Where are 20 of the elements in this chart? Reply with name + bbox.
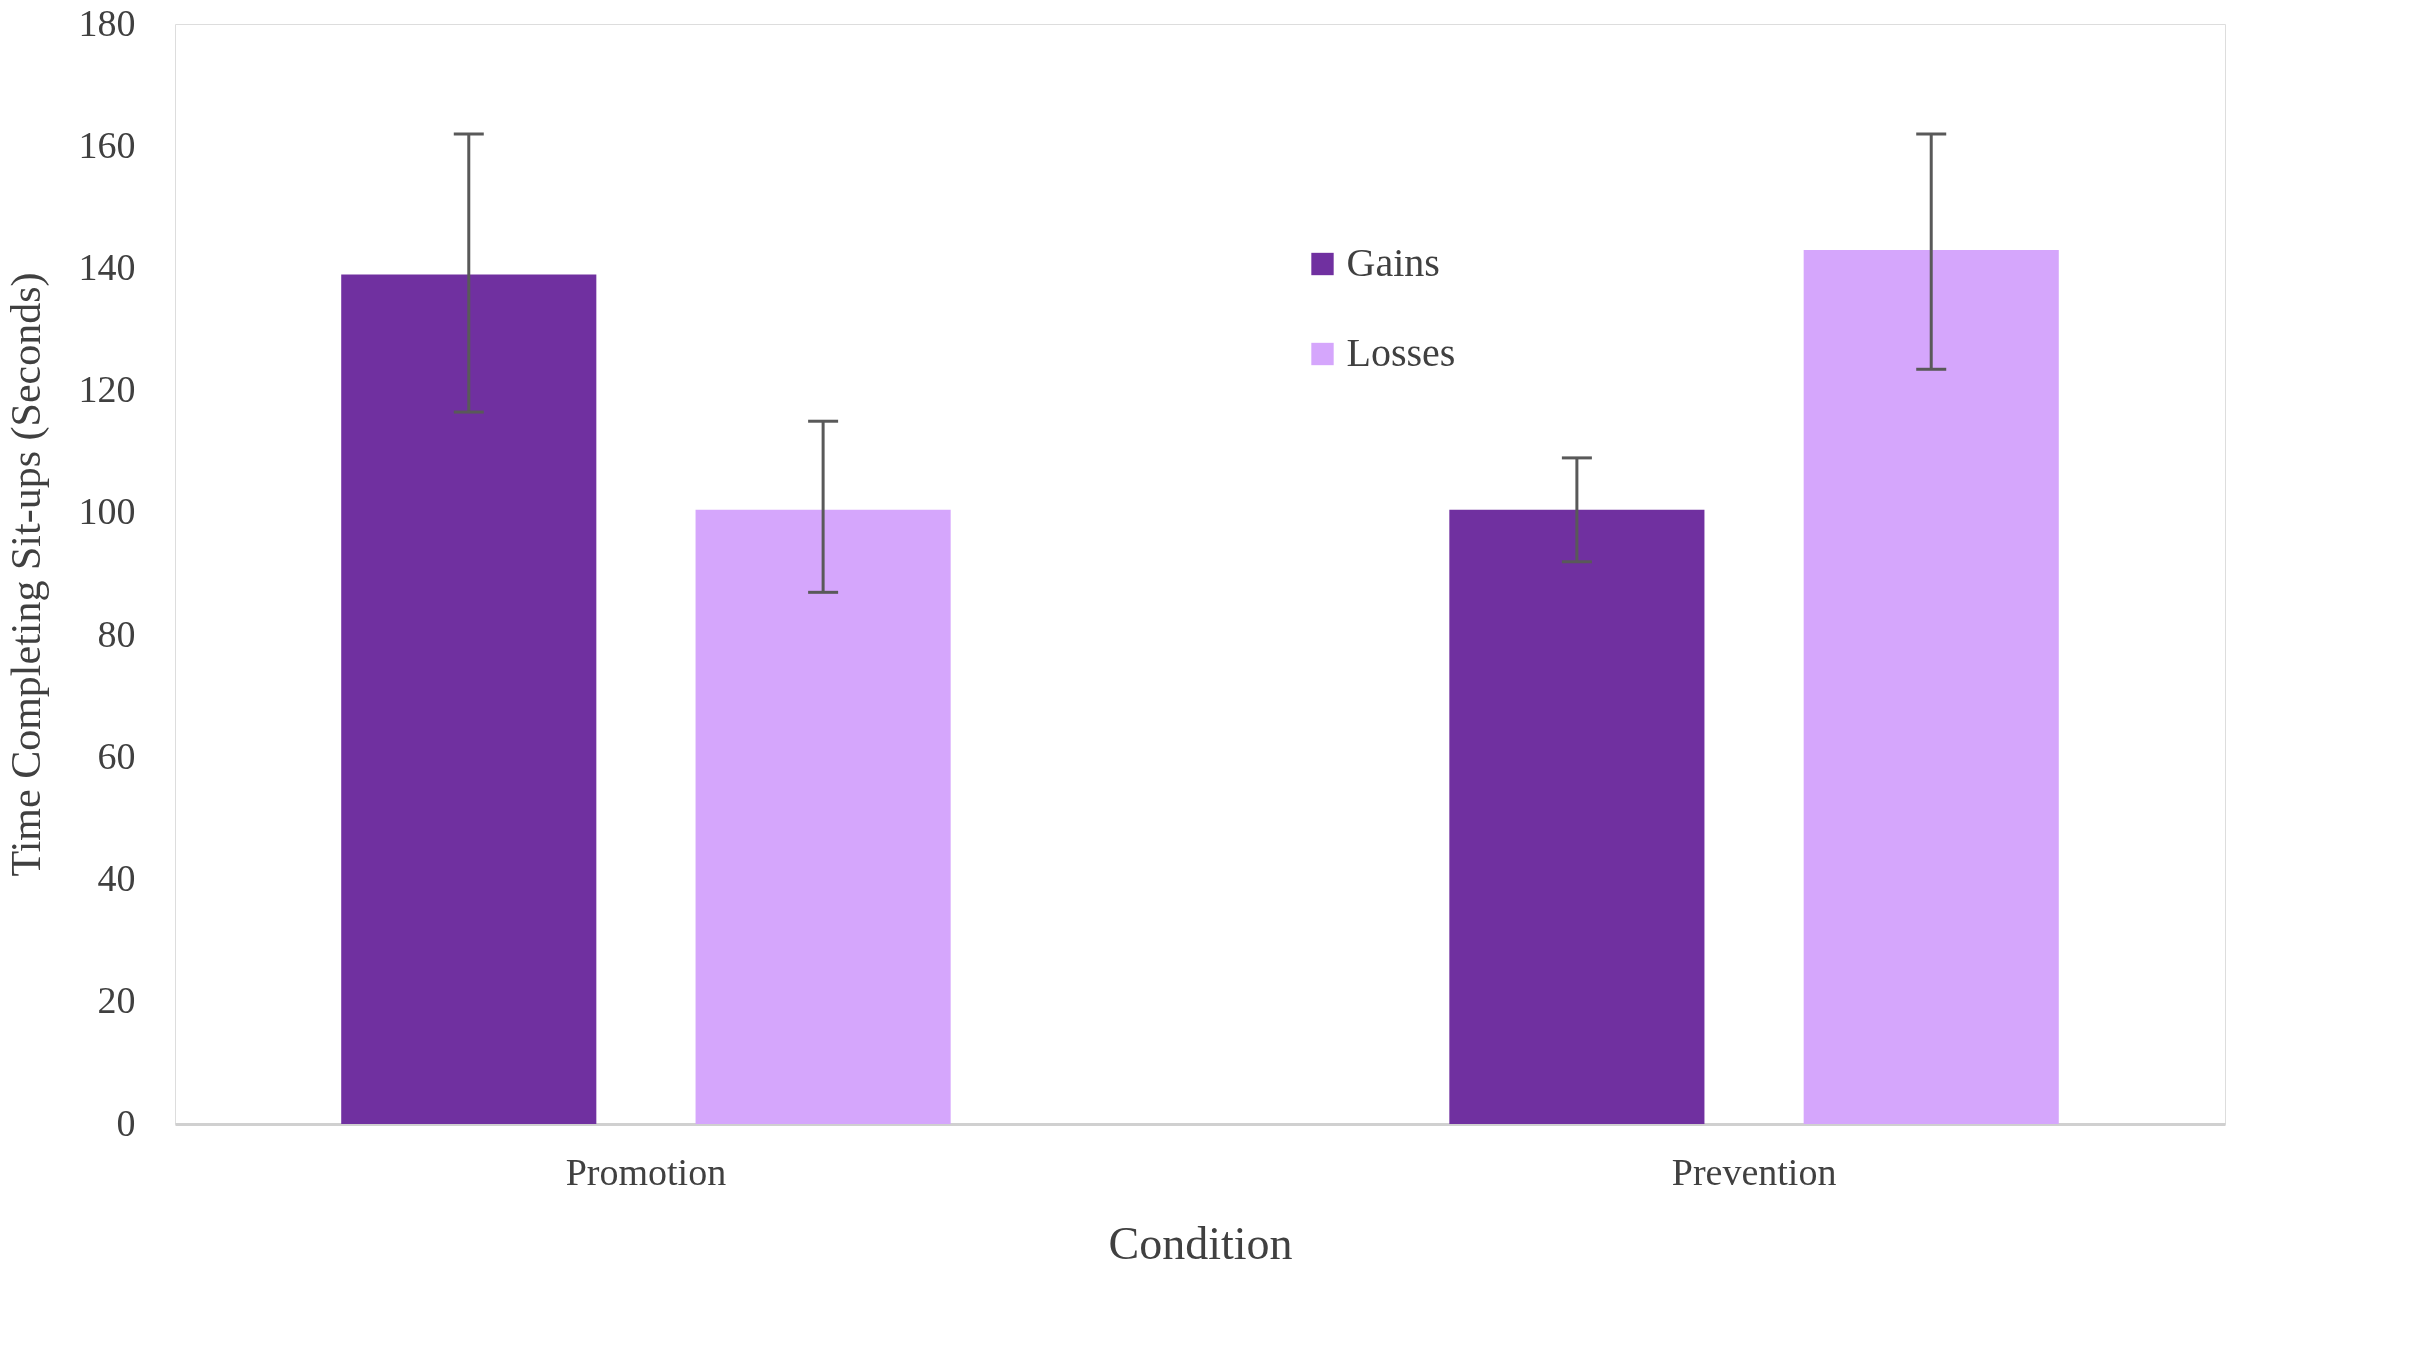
legend-label: Gains [1346,240,1440,285]
bar [695,509,951,1124]
legend-label: Losses [1346,330,1456,375]
y-tick-label: 140 [78,245,136,288]
bar [341,274,597,1124]
y-tick-label: 0 [116,1101,136,1144]
y-tick-label: 60 [97,734,136,777]
bar [1803,250,2059,1124]
y-tick-label: 20 [97,979,136,1022]
x-axis-title: Condition [1108,1217,1293,1269]
y-axis-title: Time Completing Sit-ups (Seconds) [2,272,50,877]
y-tick-label: 100 [78,490,136,533]
x-tick-label: Prevention [1671,1150,1837,1193]
y-tick-label: 160 [78,123,136,166]
y-tick-label: 40 [97,857,136,900]
y-tick-label: 80 [97,612,136,655]
x-tick-label: Promotion [565,1150,727,1193]
y-tick-label: 120 [78,368,136,411]
bar [1449,509,1705,1124]
y-tick-label: 180 [78,1,136,44]
